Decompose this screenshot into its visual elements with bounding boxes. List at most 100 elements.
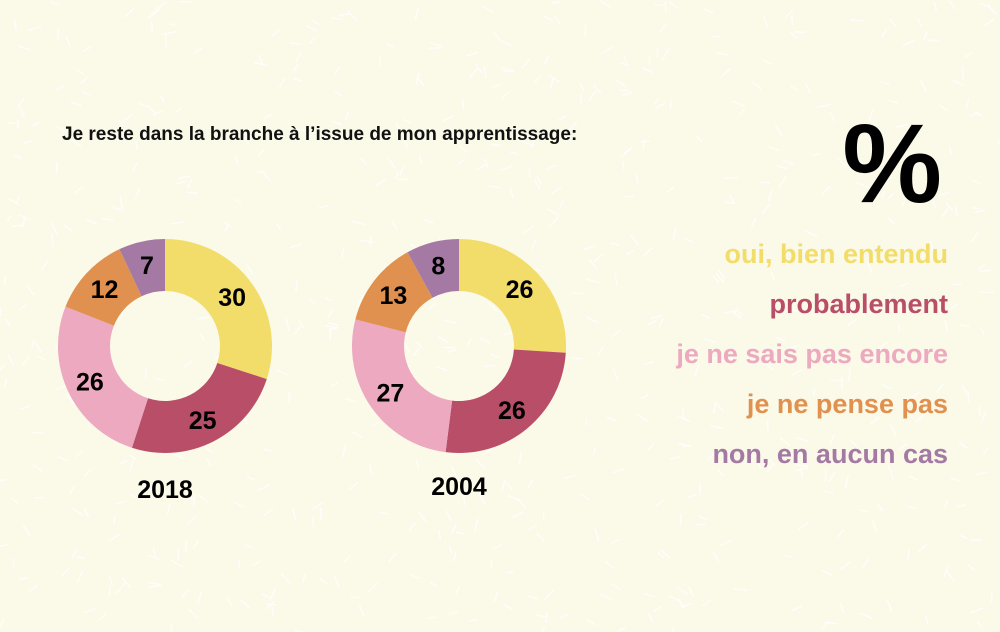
background-dash (36, 355, 46, 362)
background-dash (647, 612, 654, 622)
background-dash (958, 534, 968, 540)
year-label-2018: 2018 (137, 476, 193, 504)
background-dash (418, 510, 427, 522)
background-dash (672, 625, 675, 632)
background-dash (657, 551, 665, 559)
background-dash (478, 493, 486, 505)
background-dash (293, 325, 302, 335)
donut-segment-2018-1 (131, 362, 267, 453)
background-dash (698, 483, 702, 495)
background-dash (636, 413, 648, 422)
background-dash (975, 470, 988, 476)
background-dash (839, 602, 845, 614)
background-dash (493, 32, 502, 42)
background-dash (16, 97, 25, 108)
background-dash (350, 430, 363, 439)
background-dash (839, 561, 851, 570)
background-dash (468, 68, 479, 79)
background-dash (148, 554, 160, 561)
background-dash (848, 438, 859, 448)
background-dash (655, 499, 664, 507)
background-dash (186, 515, 197, 526)
background-dash (669, 99, 673, 111)
background-dash (766, 464, 773, 474)
background-dash (184, 540, 188, 552)
background-dash (429, 581, 438, 588)
background-dash (836, 528, 845, 539)
background-dash (239, 599, 250, 609)
background-dash (17, 45, 32, 51)
background-dash (428, 46, 441, 50)
background-dash (19, 105, 26, 119)
background-dash (961, 384, 968, 395)
background-dash (292, 508, 297, 522)
background-dash (351, 220, 366, 226)
background-dash (149, 584, 162, 589)
background-dash (76, 570, 84, 583)
background-dash (916, 17, 923, 27)
background-dash (450, 466, 459, 480)
background-dash (635, 174, 639, 186)
background-dash (108, 586, 111, 598)
background-dash (606, 416, 617, 422)
background-dash (281, 573, 292, 585)
background-dash (958, 441, 968, 450)
background-dash (899, 281, 910, 288)
background-dash (403, 118, 411, 124)
background-dash (155, 377, 164, 382)
background-dash (776, 164, 788, 170)
background-dash (906, 505, 918, 510)
background-dash (553, 14, 561, 25)
background-dash (886, 192, 895, 201)
background-dash (677, 415, 691, 423)
background-dash (588, 90, 597, 102)
background-dash (688, 586, 695, 598)
background-dash (148, 581, 160, 586)
background-dash (458, 144, 468, 153)
background-dash (502, 69, 515, 73)
background-dash (70, 101, 82, 107)
background-dash (584, 22, 587, 36)
background-dash (0, 478, 8, 482)
background-dash (129, 492, 137, 499)
background-dash (941, 207, 950, 218)
background-dash (775, 336, 786, 342)
background-dash (119, 459, 128, 465)
background-dash (25, 285, 35, 296)
background-dash (738, 108, 745, 116)
background-dash (937, 191, 950, 197)
background-dash (763, 15, 768, 28)
background-dash (292, 63, 300, 72)
background-dash (791, 308, 803, 314)
background-dash (895, 123, 908, 128)
background-dash (18, 576, 30, 581)
background-dash (579, 82, 585, 92)
background-dash (886, 598, 893, 613)
background-dash (828, 471, 836, 483)
background-dash (83, 46, 91, 52)
background-dash (930, 241, 934, 252)
background-dash (170, 559, 184, 568)
background-dash (108, 533, 120, 543)
background-dash (731, 310, 742, 320)
background-dash (0, 307, 2, 316)
background-dash (762, 361, 775, 371)
background-dash (980, 269, 992, 273)
background-dash (712, 275, 720, 283)
background-dash (548, 74, 561, 83)
background-dash (128, 454, 138, 460)
background-dash (278, 77, 286, 90)
background-dash (31, 121, 40, 127)
background-dash (821, 569, 833, 577)
background-dash (326, 308, 335, 319)
background-dash (83, 507, 90, 519)
background-dash (887, 465, 894, 480)
background-dash (648, 56, 651, 66)
background-dash (331, 120, 343, 126)
background-dash (32, 464, 43, 473)
background-dash (527, 478, 534, 490)
background-dash (206, 458, 212, 467)
background-dash (505, 571, 514, 574)
background-dash (783, 554, 792, 559)
donut-segment-2018-0 (165, 239, 272, 380)
